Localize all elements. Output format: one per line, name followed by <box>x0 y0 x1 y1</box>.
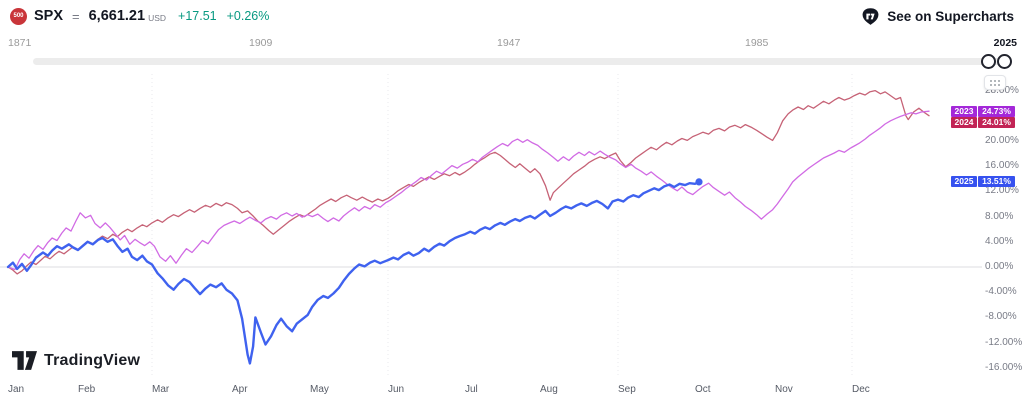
see-on-supercharts-label: See on Supercharts <box>887 8 1014 24</box>
price-badge-2025: 2025 13.51% <box>951 176 1015 188</box>
timeline-year-2025: 2025 <box>993 37 1017 49</box>
x-axis-label: Jul <box>465 384 478 395</box>
equals-sign: = <box>72 8 80 24</box>
timeline-year-1985: 1985 <box>745 37 769 49</box>
x-axis-label: May <box>310 384 329 395</box>
badge-year-label: 2024 <box>951 117 977 129</box>
timeline-slider-track[interactable] <box>33 58 1011 65</box>
badge-value-label: 24.73% <box>978 105 1015 117</box>
x-axis-label: Dec <box>852 384 870 395</box>
price-badge-2024: 2024 24.01% <box>951 117 1015 129</box>
last-price: 6,661.21 <box>88 8 146 24</box>
y-axis-label: 12.00% <box>985 185 1019 197</box>
see-on-supercharts-link[interactable]: See on Supercharts <box>861 7 1014 26</box>
tradingview-shield-icon <box>862 7 879 25</box>
x-axis-label: Jun <box>388 384 405 395</box>
price-change-absolute: +17.51 <box>178 9 217 23</box>
x-axis-label: Sep <box>618 384 636 395</box>
badge-value-label: 13.51% <box>978 176 1015 188</box>
currency-label: USD <box>148 13 167 23</box>
y-axis-label: 28.00% <box>985 84 1019 96</box>
y-axis-label: 16.00% <box>985 160 1019 172</box>
symbol-name: SPX <box>34 8 64 24</box>
y-axis-label: 0.00% <box>985 261 1014 272</box>
timeline-year-1947: 1947 <box>497 37 521 49</box>
tradingview-logo-icon <box>12 351 37 370</box>
series-line-2023 <box>7 110 930 271</box>
watermark-label: TradingView <box>44 351 141 369</box>
drag-dots-icon <box>990 79 1000 86</box>
y-axis-label: 8.00% <box>985 210 1014 222</box>
badge-year-label: 2023 <box>951 105 977 117</box>
x-axis-label: Apr <box>232 384 248 395</box>
x-axis-label: Aug <box>540 384 558 395</box>
timeline-slider-handle-right[interactable] <box>997 54 1012 69</box>
price-badge-2023: 2023 24.73% <box>951 105 1015 117</box>
y-axis-label: -12.00% <box>985 336 1023 348</box>
series-line-2024 <box>7 89 930 275</box>
x-axis-label: Feb <box>78 384 96 395</box>
x-axis-label: Jan <box>8 384 25 395</box>
y-axis-label: -8.00% <box>985 311 1017 323</box>
y-axis-label: 4.00% <box>985 235 1014 247</box>
header-bar: 500 SPX = 6,661.21 USD +17.51 +0.26% See… <box>0 0 1024 32</box>
tradingview-watermark[interactable]: TradingView <box>12 351 140 370</box>
x-axis-label: Nov <box>775 384 793 395</box>
sp500-logo-icon: 500 <box>10 7 27 25</box>
x-axis-label: Mar <box>152 384 170 395</box>
badge-value-label: 24.01% <box>978 117 1015 129</box>
series-line-2025 <box>6 180 701 365</box>
series-end-dot-2025 <box>695 178 703 186</box>
y-axis-label: -16.00% <box>985 361 1023 373</box>
timeline-drag-button[interactable] <box>984 75 1006 90</box>
timeline-year-1909: 1909 <box>249 37 273 49</box>
badge-year-label: 2025 <box>951 176 977 188</box>
price-change-percent: +0.26% <box>226 9 270 23</box>
y-axis-label: 20.00% <box>985 135 1019 146</box>
timeline-slider-handle-left[interactable] <box>981 54 996 69</box>
y-axis-label: -4.00% <box>985 286 1017 298</box>
timeline-year-1871: 1871 <box>8 37 32 49</box>
x-axis-label: Oct <box>695 384 711 395</box>
